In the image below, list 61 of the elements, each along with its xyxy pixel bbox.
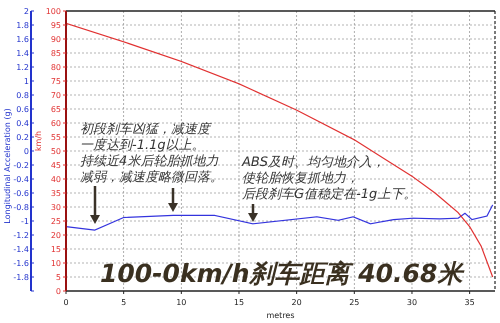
y2-tick-label: 25 [50, 216, 61, 226]
y-tick-label: -1.4 [13, 244, 29, 254]
x-axis-title: metres [266, 311, 295, 320]
y2-tick-label: 40 [50, 174, 61, 184]
y-tick-label: -1.2 [13, 230, 29, 240]
annotation: 一度达到-1.1g以上。 [80, 137, 205, 153]
y-tick-label: 0.2 [16, 132, 29, 142]
y2-tick-label: 80 [50, 62, 61, 72]
y2-tick-label: 0 [56, 286, 61, 296]
x-tick-label: 30 [406, 298, 418, 307]
y-tick-label: -0.2 [13, 160, 29, 170]
y-tick-label: 1.2 [16, 62, 29, 72]
x-tick-label: 10 [176, 298, 186, 307]
x-tick-label: 20 [292, 298, 302, 307]
y-tick-label: -0.8 [13, 202, 29, 212]
y2-tick-label: 45 [50, 160, 61, 170]
y2-tick-label: 90 [50, 34, 61, 44]
y-tick-label: -1.8 [13, 272, 29, 282]
y2-tick-label: 100 [46, 6, 61, 16]
x-tick-label: 0 [63, 298, 69, 307]
y-tick-label: 2 [24, 6, 29, 16]
y2-tick-label: 60 [50, 118, 61, 128]
text: 100-0km/h刹车距离 40.68米 [100, 259, 466, 288]
y-axis-title: Longitudinal Acceleration (g) [3, 108, 12, 224]
x-tick-label: 35 [464, 298, 475, 307]
y-tick-label: 0.4 [16, 118, 29, 128]
line-series [65, 204, 494, 231]
x-tick-label: 15 [234, 298, 244, 307]
y2-tick-label: 85 [50, 48, 61, 58]
y-tick-label: 1.8 [16, 20, 29, 30]
y2-tick-label: 15 [50, 244, 61, 254]
y-tick-label: -0.6 [13, 188, 29, 198]
y-tick-label: 1 [24, 76, 29, 86]
y2-tick-label: 20 [50, 230, 61, 240]
y2-tick-label: 95 [50, 20, 61, 30]
y-tick-label: 1.6 [16, 34, 29, 44]
y2-tick-label: 75 [50, 76, 61, 86]
annotation: 持续近4米后轮胎抓地力 [80, 154, 218, 169]
x-tick-label: 5 [121, 298, 126, 307]
annotation: 后段刹车G值稳定在-1g上下。 [242, 187, 416, 202]
y-tick-label: -1 [21, 216, 29, 226]
y-tick-label: 1.4 [16, 48, 29, 58]
y2-axis-title: km/h [34, 130, 43, 152]
y2-tick-label: 65 [50, 104, 61, 114]
y2-tick-label: 5 [56, 272, 61, 282]
y2-tick-label: 55 [50, 132, 61, 142]
y2-tick-label: 10 [50, 258, 61, 268]
y2-tick-label: 35 [50, 188, 61, 198]
annotation: 初段刹车凶猛，减速度 [80, 121, 212, 137]
y-tick-label: -1.6 [13, 258, 29, 268]
x-tick-label: 25 [349, 298, 360, 307]
annotation: 减弱，减速度略微回落。 [80, 169, 223, 185]
y2-tick-label: 70 [50, 90, 61, 100]
y2-tick-label: 50 [50, 146, 61, 156]
y-tick-label: 0 [24, 146, 29, 156]
annotation: 使轮胎恢复抓地力， [242, 171, 359, 186]
y-tick-label: -0.4 [13, 174, 29, 184]
annotation: ABS及时、均匀地介入， [241, 155, 386, 170]
y-tick-label: 0.8 [16, 90, 29, 100]
y2-tick-label: 30 [50, 202, 61, 212]
y-tick-label: 0.6 [16, 104, 29, 114]
